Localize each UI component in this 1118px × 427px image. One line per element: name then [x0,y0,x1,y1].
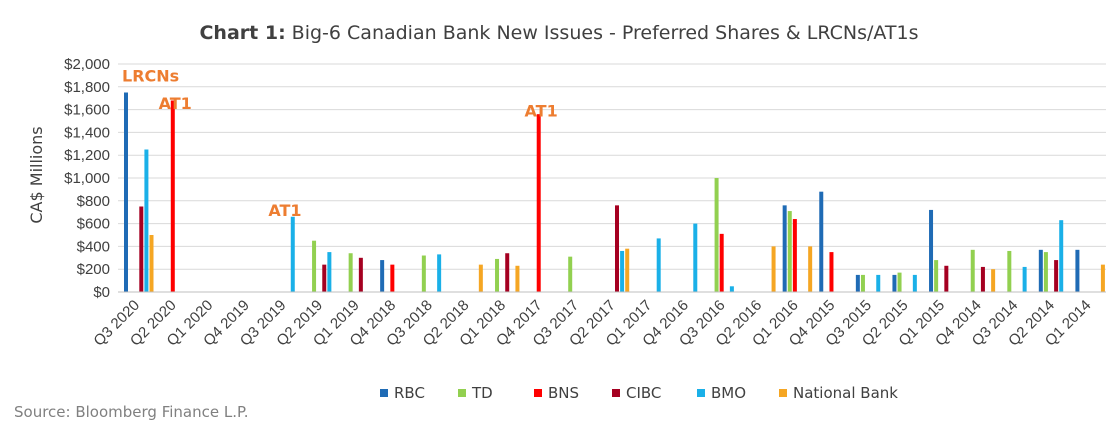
bar [290,216,295,292]
annotation: LRCNs [122,66,179,85]
bar [505,253,510,292]
y-axis-ticks: $0 $200 $400 $600 $800 $1,000 $1,200 $1,400 $1,6… [64,56,110,301]
y-tick-label: $1,400 [64,124,110,141]
legend-label: BMO [711,384,746,402]
legend-swatch [380,389,388,397]
y-tick-label: $1,200 [64,147,110,164]
y-tick-label: $600 [77,216,110,233]
legend-label: BNS [548,384,579,402]
bar [792,219,797,292]
bar [719,233,724,292]
bar [495,258,500,292]
bar [991,269,996,292]
y-tick-label: $1,800 [64,79,110,96]
bar [771,246,776,292]
bar [568,256,573,292]
chart-title: Chart 1: Big-6 Canadian Bank New Issues -… [199,22,918,44]
y-tick-label: $200 [77,261,110,278]
chart-title-main: Big-6 Canadian Bank New Issues - Preferr… [292,22,919,44]
bar [322,264,327,292]
bar [421,255,426,292]
y-tick-label: $1,600 [64,102,110,119]
bar [912,274,917,292]
bar [515,265,520,292]
y-tick-label: $0 [93,284,110,301]
bars [124,92,1105,292]
bar [358,257,363,292]
annotation: AT1 [525,102,558,121]
legend-label: National Bank [793,384,898,402]
bar [929,209,934,292]
bar [714,178,719,292]
bar [934,260,939,292]
y-axis-label: CA$ Millions [27,126,46,223]
bar [980,266,985,292]
bar [437,254,442,292]
bar [1043,252,1048,292]
bar [787,211,792,292]
y-tick-label: $400 [77,238,110,255]
legend-swatch [697,389,705,397]
annotation: AT1 [159,94,192,113]
annotations: LRCNs AT1 AT1 AT1 [122,66,558,220]
bar [1059,220,1064,292]
legend: RBC TD BNS CIBC BMO National Bank [380,384,898,402]
bar [625,248,630,292]
bar [892,274,897,292]
bar [536,114,541,292]
bar [380,260,385,292]
bar [348,253,353,292]
bar [876,274,881,292]
y-tick-label: $1,000 [64,170,110,187]
bar [693,223,698,292]
bar [729,286,734,292]
annotation: AT1 [268,201,301,220]
bar [478,264,483,292]
bar [170,100,175,292]
legend-label: RBC [394,384,425,402]
y-tick-label: $2,000 [64,56,110,73]
bar [819,191,824,292]
legend-swatch [779,389,787,397]
legend-swatch [534,389,542,397]
bar [615,205,620,292]
legend-swatch [458,389,466,397]
chart-title-prefix: Chart 1: [199,22,285,44]
bar [327,252,332,292]
bar [1007,250,1012,292]
gridlines [118,63,1106,270]
bar [144,149,149,292]
bar [139,206,144,292]
legend-label: CIBC [626,384,661,402]
y-tick-label: $800 [77,193,110,210]
bar [1100,264,1105,292]
bar [656,238,661,292]
source-note: Source: Bloomberg Finance L.P. [14,403,248,421]
bar [897,272,902,292]
bar [808,246,813,292]
bar [860,274,865,292]
bar [149,235,154,292]
bar [390,264,395,292]
bar [124,92,128,292]
bar [1038,249,1043,292]
bar [1022,266,1027,292]
bar [312,240,317,292]
bar [944,265,949,292]
bar [782,205,787,292]
bar [970,249,975,292]
bar [855,274,860,292]
legend-swatch [612,389,620,397]
bar [1054,260,1059,292]
bar [1075,249,1080,292]
bar [829,252,834,292]
bar [620,250,625,292]
legend-label: TD [471,384,493,402]
